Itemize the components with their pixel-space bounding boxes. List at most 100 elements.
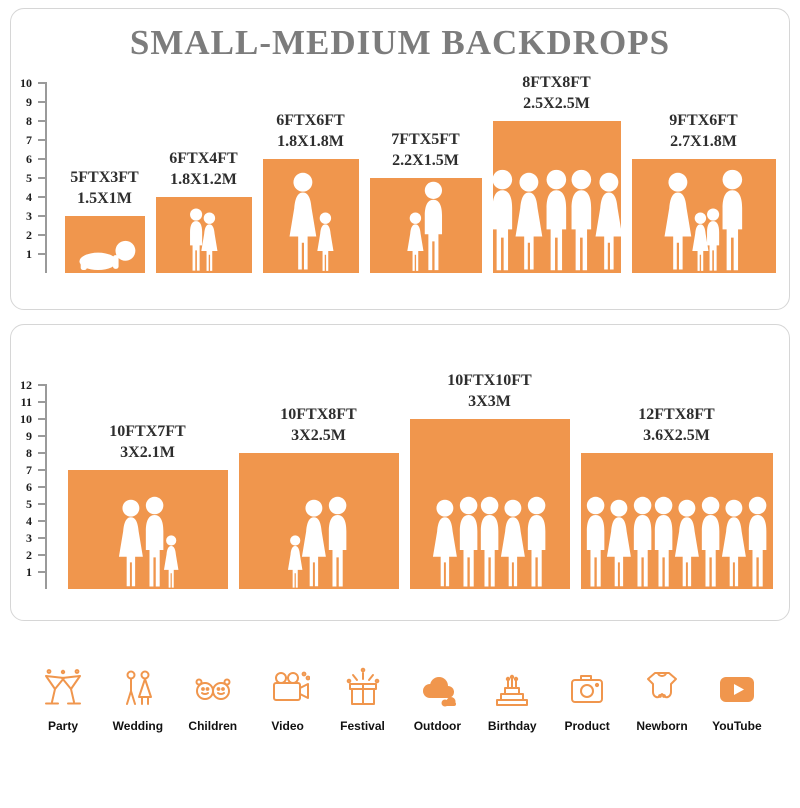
ruler-tick (38, 253, 47, 255)
silhouette-group (65, 216, 145, 273)
ruler-number: 8 (26, 446, 32, 460)
backdrop-bar (64, 216, 145, 273)
adult-silhouette-icon (743, 496, 772, 590)
birthday-icon (490, 667, 534, 711)
ruler-number: 12 (20, 378, 32, 392)
backdrop-size-label: 10FTX10FT 3X3M (447, 372, 532, 411)
backdrop-bar (580, 453, 773, 589)
child-dress-silhouette-icon (314, 212, 337, 273)
panel-small-medium-backdrops: SMALL-MEDIUM BACKDROPS 1 2 3 4 5 6 7 8 9 10 5FTX3F… (10, 8, 790, 310)
backdrop-item: 6FTX4FT 1.8X1.2M (155, 149, 252, 273)
ruler-tick (38, 101, 47, 103)
ruler-number: 8 (26, 114, 32, 128)
ruler-tick (38, 571, 47, 573)
ruler-number: 10 (20, 412, 32, 426)
backdrop-item: 8FTX8FT 2.5X2.5M (492, 73, 621, 273)
ruler-number: 2 (26, 548, 32, 562)
ruler-number: 10 (20, 76, 32, 90)
ruler-tick (38, 452, 47, 454)
ruler-number: 2 (26, 228, 32, 242)
category-party: Party (30, 667, 96, 733)
backdrop-bar (492, 121, 621, 273)
category-label: Birthday (487, 719, 537, 733)
category-label: Outdoor (413, 719, 462, 733)
adult-silhouette-icon (522, 496, 551, 590)
category-outdoor: Outdoor (404, 667, 470, 733)
category-product: Product (554, 667, 620, 733)
backdrop-bars: 10FTX7FT 3X2.1M 10FTX8FT 3X2.5M 10FTX10FT 3X3… (67, 371, 773, 590)
ruler: 1 2 3 4 5 6 7 8 9 10 11 12 (20, 378, 47, 589)
backdrop-size-label: 10FTX8FT 3X2.5M (280, 406, 357, 445)
wedding-icon (116, 667, 160, 711)
ruler-tick (38, 486, 47, 488)
ruler-number: 11 (20, 395, 32, 409)
adult-silhouette-icon (419, 181, 448, 273)
child-dress-silhouette-icon (198, 212, 221, 273)
backdrop-size-label: 8FTX8FT 2.5X2.5M (522, 74, 591, 113)
ruler-number: 9 (26, 429, 32, 443)
silhouette-group (410, 419, 570, 589)
ruler-tick (38, 139, 47, 141)
page-title: SMALL-MEDIUM BACKDROPS (129, 23, 671, 62)
ruler-tick (38, 418, 47, 420)
ruler-tick (38, 537, 47, 539)
ruler-number: 4 (26, 190, 32, 204)
ruler-number: 6 (26, 152, 32, 166)
backdrop-size-label: 5FTX3FT 1.5X1M (70, 169, 139, 208)
category-label: YouTube (712, 719, 762, 733)
silhouette-group (581, 453, 773, 589)
ruler-tick (38, 215, 47, 217)
category-birthday: Birthday (479, 667, 545, 733)
panel-large-backdrops: 1 2 3 4 5 6 7 8 9 10 11 12 10FTX7FT 3X2.1M 10FTX8FT 3X2… (10, 324, 790, 621)
backdrop-item: 5FTX3FT 1.5X1M (64, 168, 145, 273)
ruler-number: 7 (26, 463, 32, 477)
backdrop-item: 12FTX8FT 3.6X2.5M (580, 405, 773, 589)
ruler-number: 6 (26, 480, 32, 494)
backdrop-bar (409, 419, 570, 589)
festival-icon (341, 667, 385, 711)
silhouette-group (370, 178, 482, 273)
ruler-tick (38, 158, 47, 160)
category-label: Festival (340, 719, 385, 733)
ruler-number: 1 (26, 247, 32, 261)
product-icon (565, 667, 609, 711)
adult-silhouette-icon (323, 496, 352, 590)
ruler-tick (38, 120, 47, 122)
video-icon (266, 667, 311, 711)
ruler-tick (38, 554, 47, 556)
party-icon (41, 667, 85, 711)
category-newborn: Newborn (629, 667, 695, 733)
baby-silhouette-icon (72, 239, 137, 271)
category-wedding: Wedding (105, 667, 171, 733)
ruler-number: 3 (26, 531, 32, 545)
ruler-tick (38, 469, 47, 471)
backdrop-size-label: 12FTX8FT 3.6X2.5M (638, 406, 715, 445)
backdrop-bar (262, 159, 359, 273)
youtube-icon (715, 667, 759, 711)
backdrop-bar (238, 453, 399, 590)
backdrop-size-label: 6FTX6FT 1.8X1.8M (276, 112, 345, 151)
ruler-number: 5 (26, 171, 32, 185)
ruler-tick (38, 196, 47, 198)
silhouette-group (263, 159, 359, 273)
category-label: Product (564, 719, 610, 733)
ruler-tick (38, 234, 47, 236)
ruler-number: 9 (26, 95, 32, 109)
newborn-icon (640, 667, 684, 711)
category-video: Video (255, 667, 321, 733)
category-label: Newborn (636, 719, 688, 733)
category-label: Video (271, 719, 304, 733)
infographic-page: SMALL-MEDIUM BACKDROPS 1 2 3 4 5 6 7 8 9 10 5FTX3F… (0, 8, 800, 808)
ruler-tick (38, 435, 47, 437)
backdrop-size-label: 10FTX7FT 3X2.1M (109, 423, 186, 462)
size-chart-large: 1 2 3 4 5 6 7 8 9 10 11 12 10FTX7FT 3X2.1M 10FTX8FT 3X2… (11, 367, 789, 589)
category-festival: Festival (330, 667, 396, 733)
outdoor-icon (415, 667, 459, 711)
ruler-number: 3 (26, 209, 32, 223)
ruler-tick (38, 177, 47, 179)
category-youtube: YouTube (704, 667, 770, 733)
backdrop-item: 6FTX6FT 1.8X1.8M (262, 111, 359, 273)
ruler-tick (38, 503, 47, 505)
adult-silhouette-icon (716, 169, 749, 274)
child-dress-silhouette-icon (161, 535, 181, 589)
